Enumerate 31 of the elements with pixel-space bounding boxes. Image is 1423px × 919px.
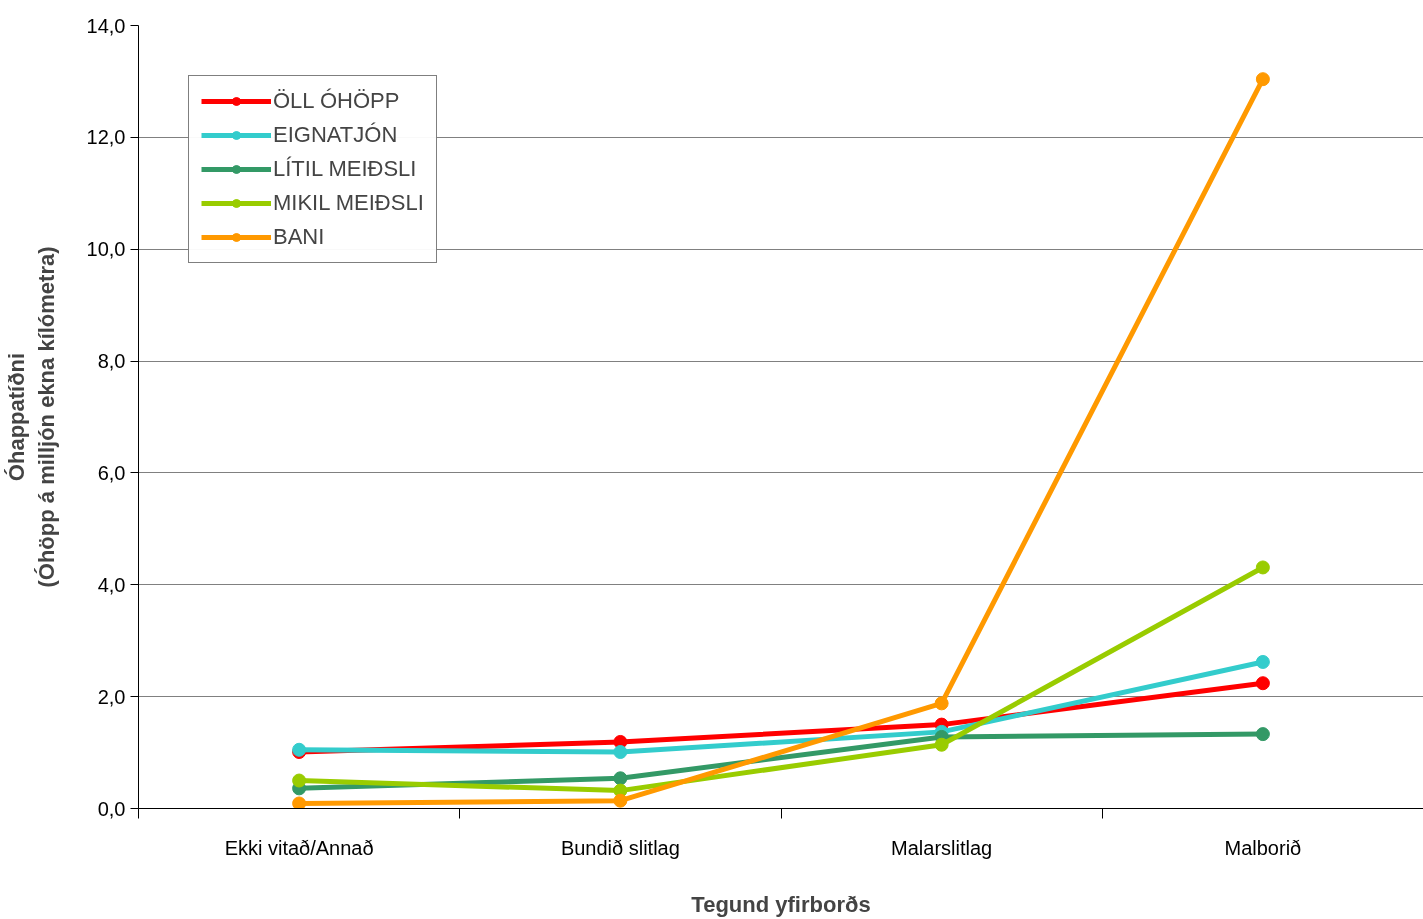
legend-label: EIGNATJÓN <box>273 122 398 148</box>
point <box>934 696 949 711</box>
y-tick-label: 2,0 <box>97 685 126 708</box>
x-tick-label: Malarslitlag <box>891 836 993 859</box>
point <box>1255 560 1270 575</box>
y-tick-label: 14,0 <box>86 14 126 37</box>
y-tick-label: 10,0 <box>86 238 126 261</box>
point <box>1255 654 1270 669</box>
y-tick-label: 0,0 <box>97 797 126 820</box>
point <box>1255 727 1270 742</box>
legend-label: MIKIL MEIÐSLI <box>273 190 424 216</box>
y-tick-label: 6,0 <box>97 461 126 484</box>
x-axis-title: Tegund yfirborðs <box>691 891 871 917</box>
point <box>292 796 307 809</box>
point <box>292 773 307 788</box>
y-axis-title: Óhappatíðni (Óhöpp á milljón ekna kílómetra) <box>3 246 59 588</box>
x-tick-label: Bundið slitlag <box>560 836 680 859</box>
point <box>1255 72 1270 87</box>
y-tick-label: 4,0 <box>97 573 126 596</box>
legend-label: ÖLL ÓHÖPP <box>273 88 400 114</box>
legend-label: BANI <box>273 224 325 250</box>
y-tick-label: 8,0 <box>97 350 126 373</box>
x-tick-label: Ekki vitað/Annað <box>224 836 374 859</box>
point <box>613 771 628 786</box>
y-tick-label: 12,0 <box>86 126 126 149</box>
point <box>934 737 949 752</box>
x-tick-label: Malborið <box>1224 836 1302 859</box>
point <box>613 793 628 808</box>
point <box>613 745 628 759</box>
legend-label: LÍTIL MEIÐSLI <box>273 156 417 182</box>
point <box>1255 676 1270 691</box>
